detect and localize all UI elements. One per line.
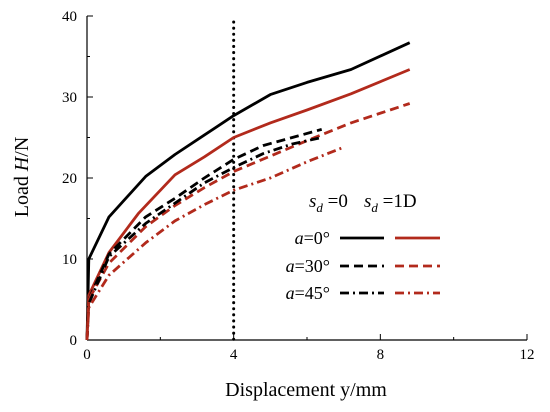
legend-column-headers: sd =0 sd =1D bbox=[309, 191, 417, 215]
x-tick-label: 12 bbox=[520, 347, 535, 363]
y-axis-ticks: 0 10 20 30 40 bbox=[62, 9, 93, 349]
series-line-a45_sd1 bbox=[85, 145, 345, 341]
y-axis-title: Load H/N bbox=[11, 137, 33, 218]
legend-row-label: a=45° bbox=[286, 283, 330, 303]
x-axis-title: Displacement y/mm bbox=[225, 379, 387, 401]
y-axis-title-prefix: Load bbox=[11, 171, 33, 217]
legend: sd =0 sd =1D a=0° a=30° a=45° bbox=[286, 191, 440, 303]
y-tick-label: 10 bbox=[62, 252, 77, 268]
legend-row-label: a=30° bbox=[286, 256, 330, 276]
series-line-a0_sd0 bbox=[85, 41, 411, 341]
x-tick-label: 0 bbox=[83, 347, 91, 363]
y-axis-title-suffix: /N bbox=[11, 137, 33, 157]
y-tick-label: 30 bbox=[62, 90, 77, 106]
x-tick-label: 8 bbox=[377, 347, 385, 363]
series-line-a30_sd1 bbox=[85, 102, 411, 341]
legend-column-header: sd =1D bbox=[364, 191, 417, 215]
x-axis-ticks: 0 4 8 12 bbox=[83, 334, 535, 363]
legend-column-header: sd =0 bbox=[309, 191, 348, 215]
legend-row-label: a=0° bbox=[295, 228, 330, 248]
series-lines bbox=[85, 41, 411, 341]
y-tick-label: 20 bbox=[62, 171, 77, 187]
y-tick-label: 40 bbox=[62, 9, 77, 25]
series-line-a0_sd1 bbox=[85, 68, 411, 341]
plot-area: 0 4 8 12 0 10 20 30 40 bbox=[62, 9, 535, 363]
x-tick-label: 4 bbox=[230, 347, 238, 363]
series-line-a30_sd0 bbox=[85, 128, 323, 341]
y-axis-title-variable: H bbox=[11, 155, 33, 172]
series-line-a45_sd0 bbox=[85, 136, 323, 341]
y-tick-label: 0 bbox=[70, 333, 78, 349]
legend-rows: a=0° a=30° a=45° bbox=[286, 228, 440, 303]
